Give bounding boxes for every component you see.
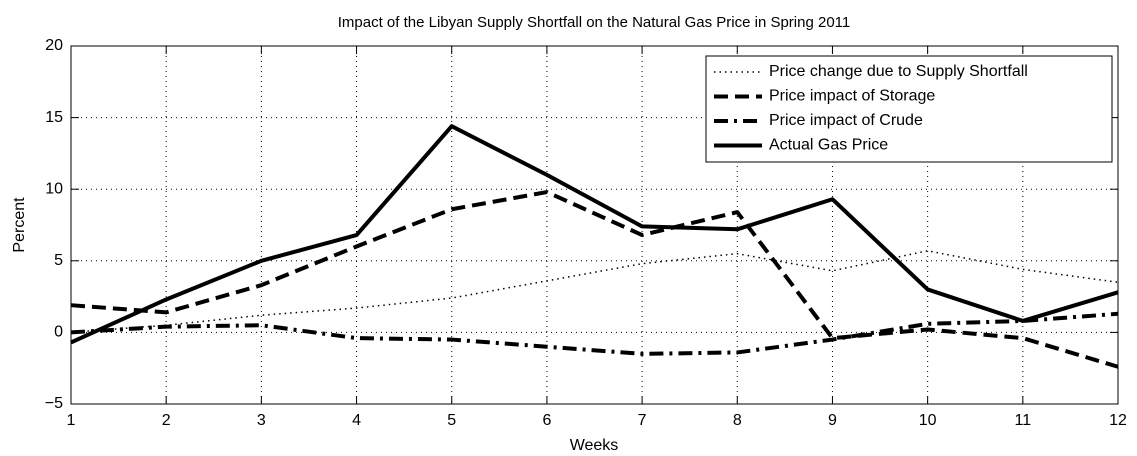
legend-label: Price impact of Crude [769,112,923,129]
legend-box [705,55,1113,163]
x-tick-label: 10 [919,412,937,429]
y-tick-label: −5 [45,395,63,412]
series-line [70,124,1119,345]
plot-frame [70,45,1119,405]
y-tick-label: 10 [45,180,63,197]
series-line [70,311,1119,356]
x-tick-label: 7 [638,412,647,429]
y-axis-label: Percent [11,197,28,253]
chart-title: Impact of the Libyan Supply Shortfall on… [338,14,851,31]
x-tick-label: 4 [352,412,361,429]
y-tick-label: 15 [45,109,63,126]
x-tick-label: 5 [447,412,456,429]
series-line [70,190,1119,369]
legend-label: Price change due to Supply Shortfall [769,63,1028,80]
x-tick-label: 2 [162,412,171,429]
x-tick-label: 1 [67,412,76,429]
x-tick-label: 3 [257,412,266,429]
x-tick-label: 12 [1109,412,1127,429]
y-tick-label: 0 [54,324,63,341]
legend-label: Actual Gas Price [769,137,888,154]
y-tick-label: 5 [54,252,63,269]
y-tick-label: 20 [45,37,63,54]
x-tick-label: 6 [542,412,551,429]
x-tick-label: 11 [1015,412,1032,429]
x-axis-label: Weeks [570,437,619,454]
x-tick-label: 8 [733,412,742,429]
legend-label: Price impact of Storage [769,88,935,105]
x-tick-label: 9 [828,412,837,429]
